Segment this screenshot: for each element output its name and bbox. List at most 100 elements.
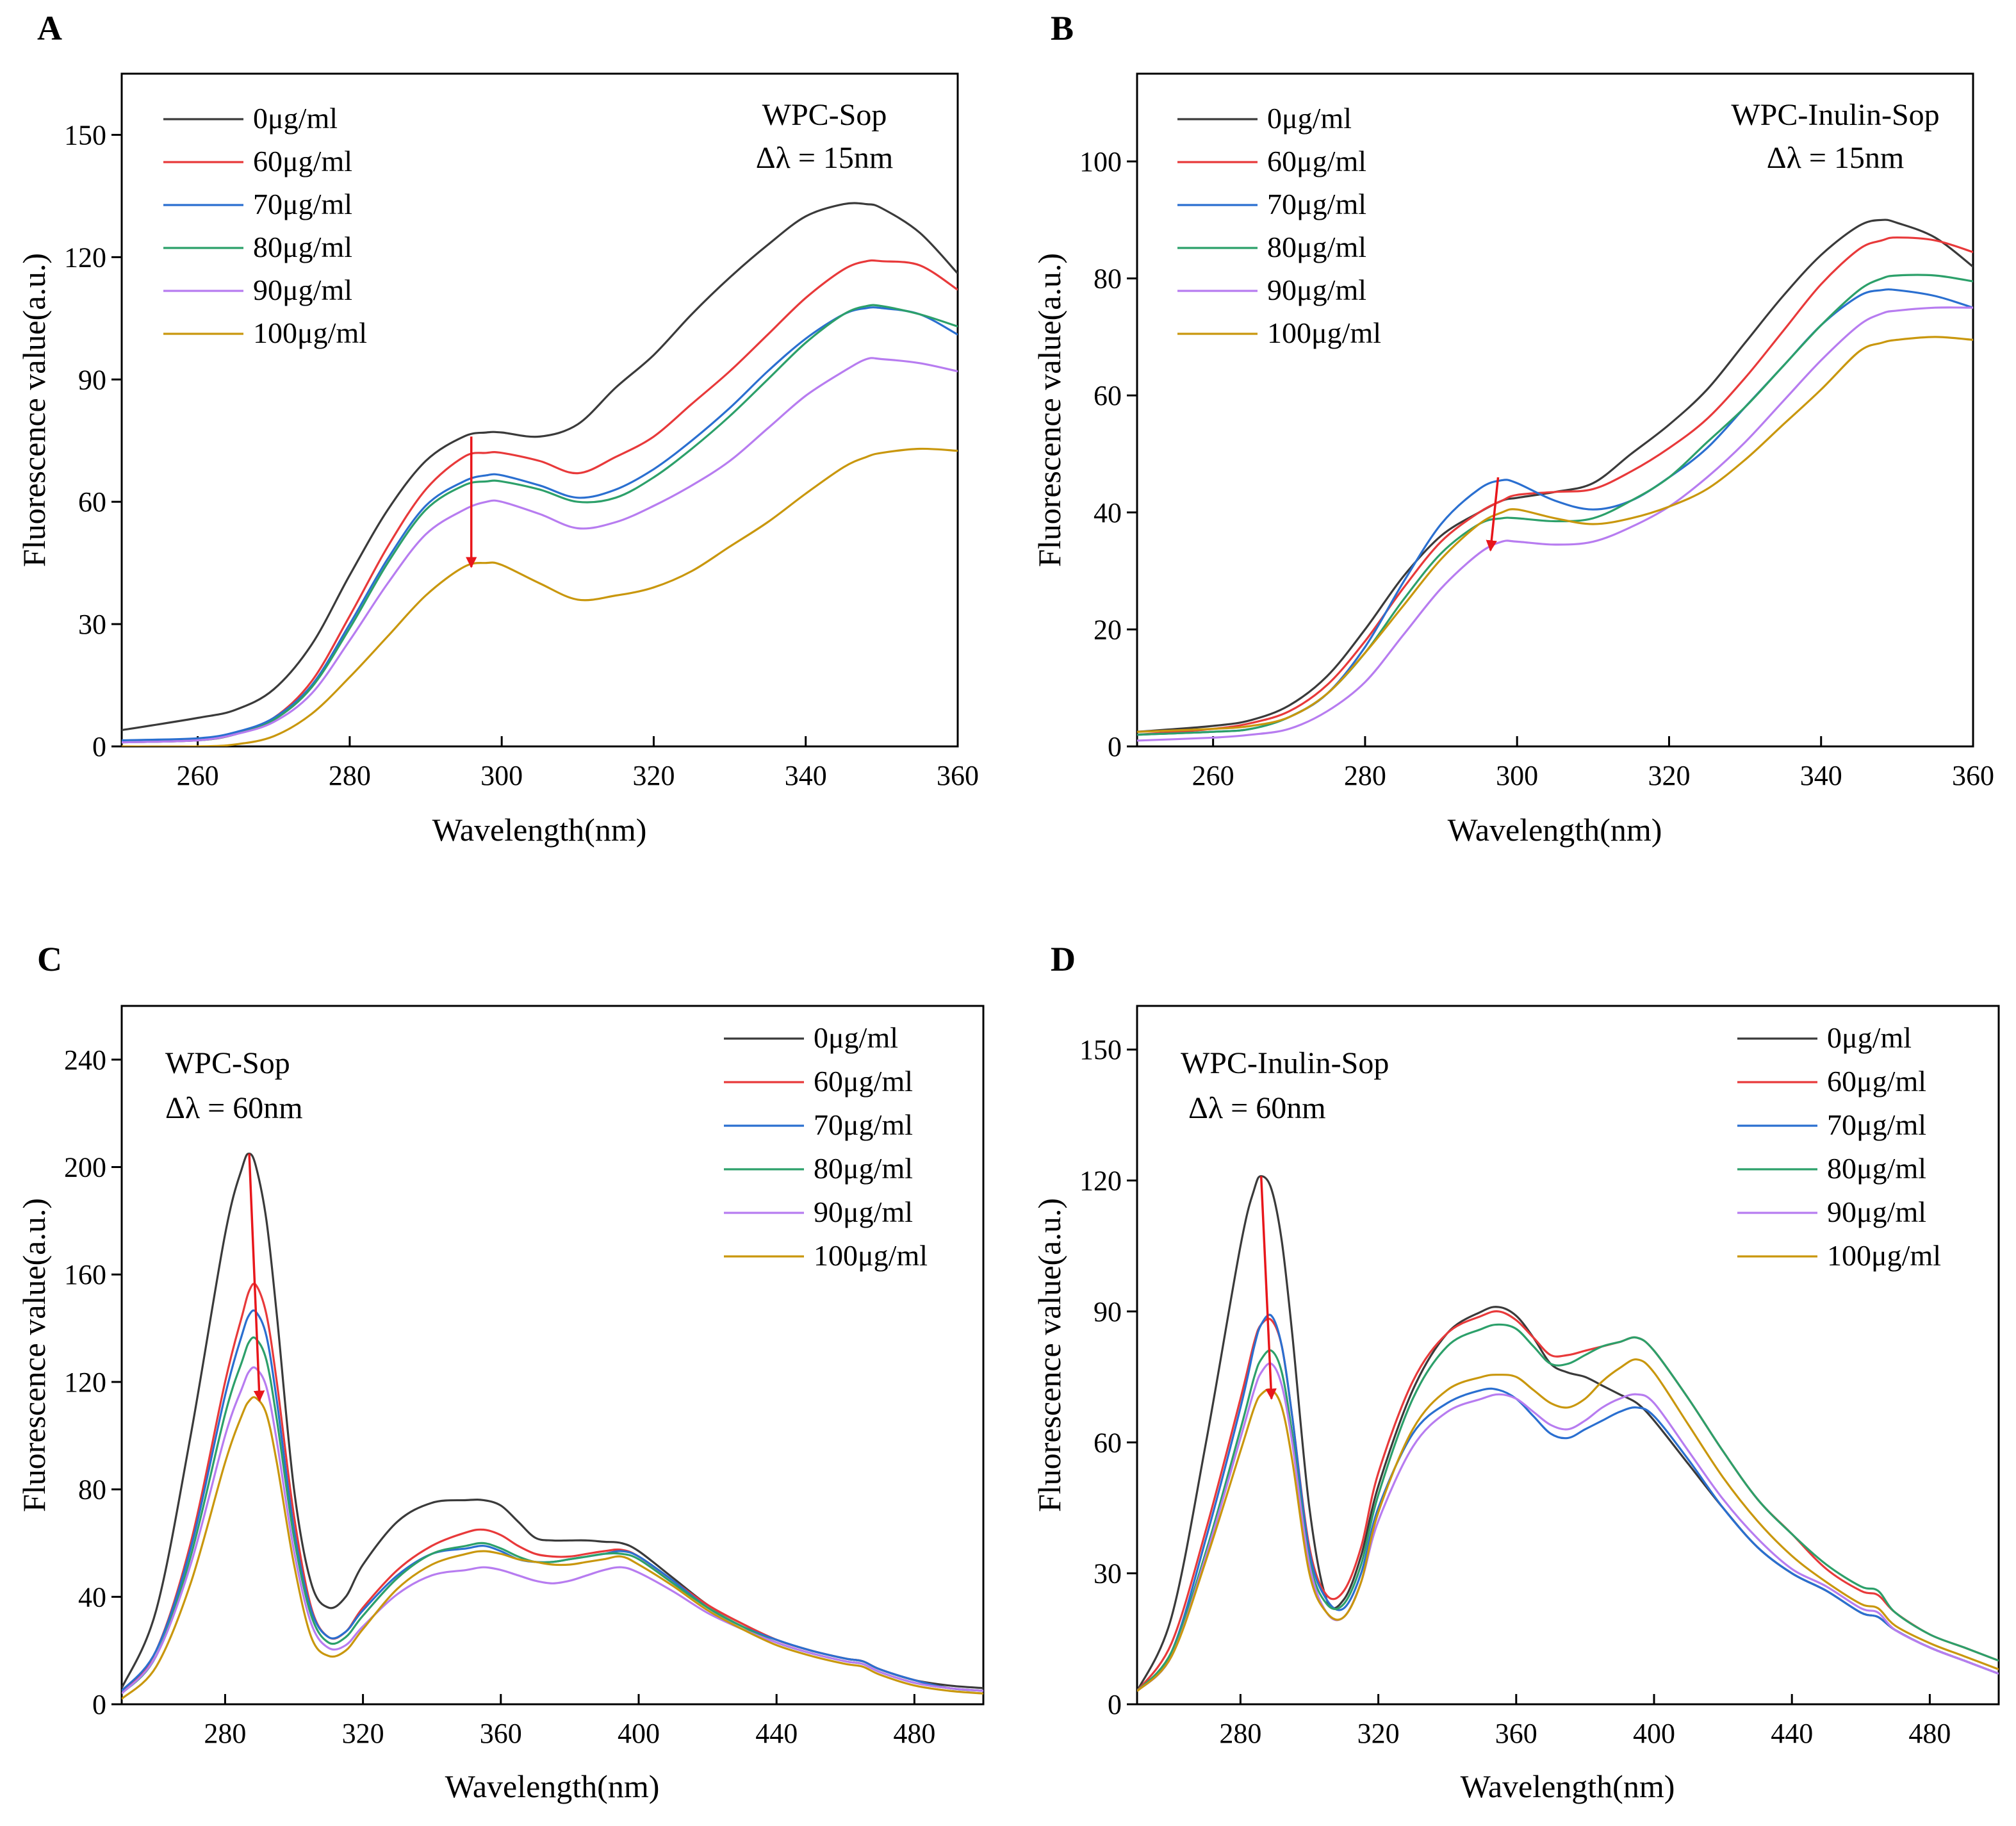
panel-a-legend-label-70: 70μg/ml [253, 188, 352, 220]
panel-c-y-tick-label: 80 [78, 1474, 106, 1506]
panel-b-legend-label-80: 80μg/ml [1267, 231, 1366, 263]
panel-c-arrow [248, 1153, 265, 1402]
panel-d-x-tick-label: 320 [1357, 1718, 1400, 1749]
panel-c-y-label: Fluorescence value(a.u.) [16, 1198, 52, 1512]
panel-b-x-tick-label: 320 [1648, 760, 1690, 791]
panel-c-legend-label-100: 100μg/ml [814, 1239, 928, 1272]
panel-b-legend-label-100: 100μg/ml [1267, 317, 1381, 349]
panel-d-x-axis: 280 320 360 400 440 480 [1219, 1694, 1951, 1749]
panel-d-y-tick-label: 150 [1079, 1034, 1122, 1065]
panel-a-y-tick-label: 30 [78, 609, 106, 640]
panel-a-series-80 [122, 304, 958, 744]
panel-d-x-tick-label: 480 [1908, 1718, 1951, 1749]
panel-a-legend-label-80: 80μg/ml [253, 231, 352, 263]
panel-b-sample-label: WPC-Inulin-Sop [1731, 98, 1939, 132]
panel-b-legend: 0μg/ml 60μg/ml 70μg/ml 80μg/ml 90μg/ml 100μg/… [1177, 102, 1381, 349]
panel-a-legend-label-60: 60μg/ml [253, 145, 352, 177]
panel-b-y-tick-label: 20 [1094, 614, 1122, 645]
panel-b-series-90 [1137, 306, 1973, 742]
panel-d-series-80 [1137, 1323, 1999, 1692]
panel-a-series-100 [122, 447, 958, 746]
panel-d: D 0 30 60 90 120 150 280 320 360 400 440 480 0μg/m… [1031, 940, 2000, 1804]
panel-b-y-tick-label: 40 [1094, 497, 1122, 529]
panel-d-y-tick-label: 90 [1094, 1296, 1122, 1328]
panel-b-legend-label-90: 90μg/ml [1267, 274, 1366, 306]
panel-b-x-tick-label: 300 [1496, 760, 1538, 791]
panel-b-x-tick-label: 360 [1952, 760, 1994, 791]
panel-b-delta-label: Δλ = 15nm [1767, 141, 1905, 175]
panel-c: C 0 40 80 120 160 200 240 280 320 360 400 440 480 0… [16, 940, 985, 1804]
panel-c-x-tick-label: 400 [618, 1718, 660, 1749]
panel-b-x-label: Wavelength(nm) [1448, 812, 1662, 848]
panel-b-plot-area [1137, 218, 1973, 742]
panel-d-legend-label-90: 90μg/ml [1827, 1196, 1926, 1228]
panel-d-legend-label-70: 70μg/ml [1827, 1108, 1926, 1141]
panel-c-y-tick-label: 0 [92, 1689, 106, 1720]
panel-c-delta-label: Δλ = 60nm [165, 1091, 303, 1125]
panel-a-series-70 [122, 306, 958, 742]
panel-a-x-axis: 260 280 300 320 340 360 [177, 736, 979, 791]
panel-c-legend-label-60: 60μg/ml [814, 1065, 913, 1098]
panel-d-y-axis: 0 30 60 90 120 150 [1079, 1034, 1137, 1720]
panel-d-letter: D [1051, 940, 1076, 978]
panel-b-legend-label-60: 60μg/ml [1267, 145, 1366, 177]
panel-a-legend-label-100: 100μg/ml [253, 317, 367, 349]
panel-a-x-tick-label: 340 [785, 760, 827, 791]
panel-c-x-tick-label: 360 [480, 1718, 522, 1749]
panel-d-plot-area [1137, 1175, 1999, 1692]
panel-a-x-tick-label: 280 [329, 760, 371, 791]
panel-d-y-label: Fluorescence value(a.u.) [1031, 1198, 1067, 1512]
panel-c-series-80 [122, 1336, 983, 1695]
panel-c-y-tick-label: 160 [64, 1259, 106, 1290]
panel-a-frame [120, 72, 959, 748]
panel-d-x-tick-label: 440 [1771, 1718, 1813, 1749]
panel-d-x-label: Wavelength(nm) [1461, 1768, 1675, 1804]
panel-a-legend: 0μg/ml 60μg/ml 70μg/ml 80μg/ml 90μg/ml 100μg/… [163, 102, 367, 349]
panel-c-series-100 [122, 1396, 983, 1700]
panel-b-legend-label-0: 0μg/ml [1267, 102, 1352, 135]
panel-c-series-90 [122, 1366, 983, 1695]
panel-d-y-tick-label: 120 [1079, 1165, 1122, 1197]
panel-a-sample-label: WPC-Sop [762, 98, 887, 132]
panel-a-y-tick-label: 150 [64, 119, 106, 151]
panel-d-x-tick-label: 400 [1633, 1718, 1675, 1749]
panel-a-x-tick-label: 300 [480, 760, 523, 791]
panel-a-x-label: Wavelength(nm) [432, 812, 647, 848]
panel-b-legend-label-70: 70μg/ml [1267, 188, 1366, 220]
panel-d-y-tick-label: 0 [1108, 1689, 1122, 1720]
panel-c-x-tick-label: 280 [204, 1718, 246, 1749]
panel-a-y-tick-label: 120 [64, 242, 106, 273]
panel-a-letter: A [37, 9, 62, 47]
panel-a-y-label: Fluorescence value(a.u.) [16, 253, 52, 567]
panel-d-legend-label-0: 0μg/ml [1827, 1021, 1912, 1054]
panel-d-x-tick-label: 360 [1495, 1718, 1537, 1749]
panel-c-legend-label-0: 0μg/ml [814, 1021, 898, 1054]
panel-a-x-tick-label: 320 [632, 760, 675, 791]
panel-c-legend-label-90: 90μg/ml [814, 1196, 913, 1228]
panel-c-x-label: Wavelength(nm) [445, 1768, 660, 1804]
panel-c-letter: C [37, 940, 62, 978]
panel-b-series-0 [1137, 218, 1973, 733]
panel-c-legend-label-70: 70μg/ml [814, 1108, 913, 1141]
panel-b-series-100 [1137, 336, 1973, 733]
panel-a-legend-label-0: 0μg/ml [253, 102, 338, 135]
panel-d-delta-label: Δλ = 60nm [1188, 1091, 1326, 1125]
panel-c-legend-label-80: 80μg/ml [814, 1152, 913, 1185]
panel-d-x-tick-label: 280 [1219, 1718, 1261, 1749]
panel-a-x-tick-label: 260 [177, 760, 219, 791]
panel-a-series-90 [122, 357, 958, 744]
panel-b-y-axis: 0 20 40 60 80 100 [1079, 146, 1137, 762]
panel-b-x-tick-label: 260 [1192, 760, 1234, 791]
panel-c-series-0 [122, 1153, 983, 1690]
panel-c-x-axis: 280 320 360 400 440 480 [204, 1694, 935, 1749]
panel-c-x-tick-label: 440 [755, 1718, 798, 1749]
panel-b-y-tick-label: 0 [1108, 731, 1122, 762]
panel-b-y-label: Fluorescence value(a.u.) [1031, 253, 1067, 567]
panel-d-frame [1136, 1005, 2000, 1706]
panel-b-y-tick-label: 60 [1094, 380, 1122, 411]
panel-c-series-60 [122, 1283, 983, 1695]
panel-c-y-tick-label: 200 [64, 1152, 106, 1183]
panel-c-y-tick-label: 120 [64, 1367, 106, 1398]
panel-a-x-tick-label: 360 [937, 760, 979, 791]
